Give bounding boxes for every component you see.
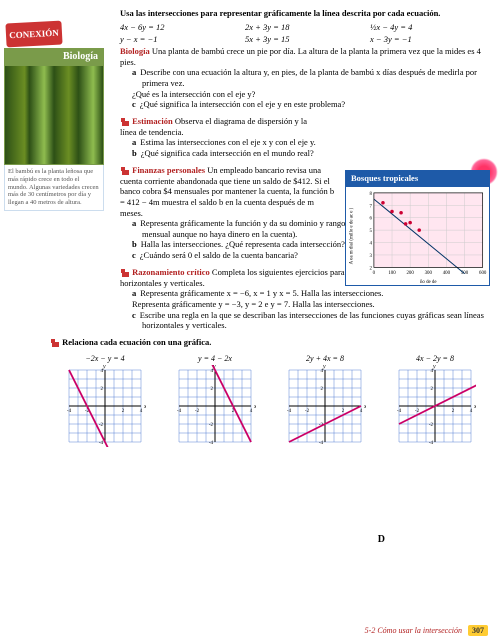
footer-text: 5-2 Cómo usar la intersección bbox=[365, 626, 462, 635]
lead: Biología bbox=[120, 46, 150, 56]
item-c: cEscribe una regla en la que se describa… bbox=[132, 310, 490, 331]
svg-text:4: 4 bbox=[360, 409, 363, 414]
svg-text:-4: -4 bbox=[429, 441, 434, 446]
svg-text:-4: -4 bbox=[177, 409, 182, 414]
mini-graph: 4x − 2y = 8 -4-4-2-22244 x y bbox=[390, 354, 480, 447]
item-a: aDescribe con una ecuación la altura y, … bbox=[132, 67, 490, 88]
svg-text:A ea m dial (millo e de ac e ): A ea m dial (millo e de ac e ) bbox=[349, 207, 354, 264]
svg-text:-2: -2 bbox=[429, 423, 434, 428]
svg-text:y: y bbox=[322, 365, 326, 370]
svg-text:300: 300 bbox=[425, 271, 433, 276]
eq: ½x − 4y = 4 bbox=[370, 22, 450, 32]
estimacion-block: Estimación Observa el diagrama de disper… bbox=[120, 116, 320, 159]
svg-text:x: x bbox=[143, 404, 146, 410]
item-b: b¿Qué significa cada intersección en el … bbox=[132, 148, 320, 159]
bamboo-image bbox=[4, 65, 104, 165]
graphs-row: −2x − y = 4 -4-4-2-22244 x y y = 4 − 2x … bbox=[50, 354, 490, 447]
mini-graph: y = 4 − 2x -4-4-2-22244 x y bbox=[170, 354, 260, 447]
svg-text:ño de de: ño de de bbox=[420, 280, 437, 285]
svg-text:x: x bbox=[253, 404, 256, 410]
footer: 5-2 Cómo usar la intersección 307 bbox=[365, 625, 488, 636]
svg-text:-2: -2 bbox=[195, 409, 200, 414]
svg-text:-2: -2 bbox=[209, 423, 214, 428]
sidebar-caption: El bambú es la planta leñosa que más ráp… bbox=[4, 165, 104, 211]
item-c: c¿Qué significa la intersección con el e… bbox=[132, 99, 490, 110]
eq: 4x − 6y = 12 bbox=[120, 22, 200, 32]
svg-text:8: 8 bbox=[369, 192, 372, 197]
svg-text:-2: -2 bbox=[99, 423, 104, 428]
biologia-block: Biología Una planta de bambú crece un pi… bbox=[120, 46, 490, 110]
eq: x − 3y = −1 bbox=[370, 34, 450, 44]
sidebar-header: Biología bbox=[4, 48, 104, 65]
tx-icon bbox=[120, 268, 130, 278]
svg-text:4: 4 bbox=[250, 409, 253, 414]
tx-icon bbox=[120, 117, 130, 127]
svg-text:5: 5 bbox=[369, 229, 372, 234]
tx-icon bbox=[120, 166, 130, 176]
svg-text:7: 7 bbox=[369, 204, 372, 209]
svg-text:100: 100 bbox=[388, 271, 396, 276]
svg-text:6: 6 bbox=[369, 217, 372, 222]
svg-text:600: 600 bbox=[479, 271, 487, 276]
eq: 2x + 3y = 18 bbox=[245, 22, 325, 32]
svg-text:x: x bbox=[363, 404, 366, 410]
svg-text:4: 4 bbox=[470, 409, 473, 414]
eq: 5x + 3y = 15 bbox=[245, 34, 325, 44]
sidebar: Biología El bambú es la planta leñosa qu… bbox=[4, 48, 104, 211]
d-label: D bbox=[378, 534, 385, 545]
page-number: 307 bbox=[468, 625, 488, 636]
svg-text:3: 3 bbox=[369, 254, 372, 259]
svg-text:-4: -4 bbox=[67, 409, 72, 414]
svg-text:4: 4 bbox=[369, 241, 372, 246]
svg-text:-4: -4 bbox=[319, 441, 324, 446]
chart-svg: 01002003004005006002345678A ea m dial (m… bbox=[346, 187, 489, 285]
lead: Finanzas personales bbox=[132, 165, 205, 175]
svg-text:x: x bbox=[473, 404, 476, 410]
svg-text:200: 200 bbox=[406, 271, 414, 276]
tx-icon bbox=[50, 338, 60, 348]
svg-text:-2: -2 bbox=[305, 409, 310, 414]
mini-graph: 2y + 4x = 8 -4-4-2-22244 x y bbox=[280, 354, 370, 447]
equation-row-1: 4x − 6y = 12 2x + 3y = 18 ½x − 4y = 4 bbox=[120, 22, 490, 32]
svg-text:-4: -4 bbox=[209, 441, 214, 446]
svg-text:400: 400 bbox=[443, 271, 451, 276]
svg-text:-4: -4 bbox=[397, 409, 402, 414]
conexion-badge: CONEXIÓN bbox=[5, 21, 62, 48]
lead: Estimación bbox=[132, 116, 173, 126]
equation-row-2: y − x = −1 5x + 3y = 15 x − 3y = −1 bbox=[120, 34, 490, 44]
eq: y − x = −1 bbox=[120, 34, 200, 44]
svg-text:4: 4 bbox=[140, 409, 143, 414]
scatter-chart: Bosques tropicales 010020030040050060023… bbox=[345, 170, 490, 286]
match-instruction: Relaciona cada ecuación con una gráfica. bbox=[50, 337, 490, 348]
instruction: Usa las intersecciones para representar … bbox=[120, 8, 490, 18]
svg-text:-4: -4 bbox=[287, 409, 292, 414]
finanzas-block: Finanzas personales Un empleado bancario… bbox=[120, 165, 335, 261]
lead: Razonamiento crítico bbox=[132, 267, 210, 277]
svg-text:y: y bbox=[432, 365, 436, 370]
item-a2: Representa gráficamente y = −3, y = 2 e … bbox=[132, 299, 490, 310]
item-a: aEstima las intersecciones con el eje x … bbox=[132, 137, 320, 148]
item-q: ¿Qué es la intersección con el eje y? bbox=[132, 89, 490, 100]
svg-text:y: y bbox=[102, 365, 106, 370]
svg-text:-4: -4 bbox=[99, 441, 104, 446]
item-a: aRepresenta gráficamente x = −6, x = 1 y… bbox=[132, 288, 490, 299]
text: Una planta de bambú crece un pie por día… bbox=[120, 46, 481, 67]
svg-text:0: 0 bbox=[373, 271, 376, 276]
chart-title: Bosques tropicales bbox=[345, 170, 490, 186]
mini-graph: −2x − y = 4 -4-4-2-22244 x y bbox=[60, 354, 150, 447]
